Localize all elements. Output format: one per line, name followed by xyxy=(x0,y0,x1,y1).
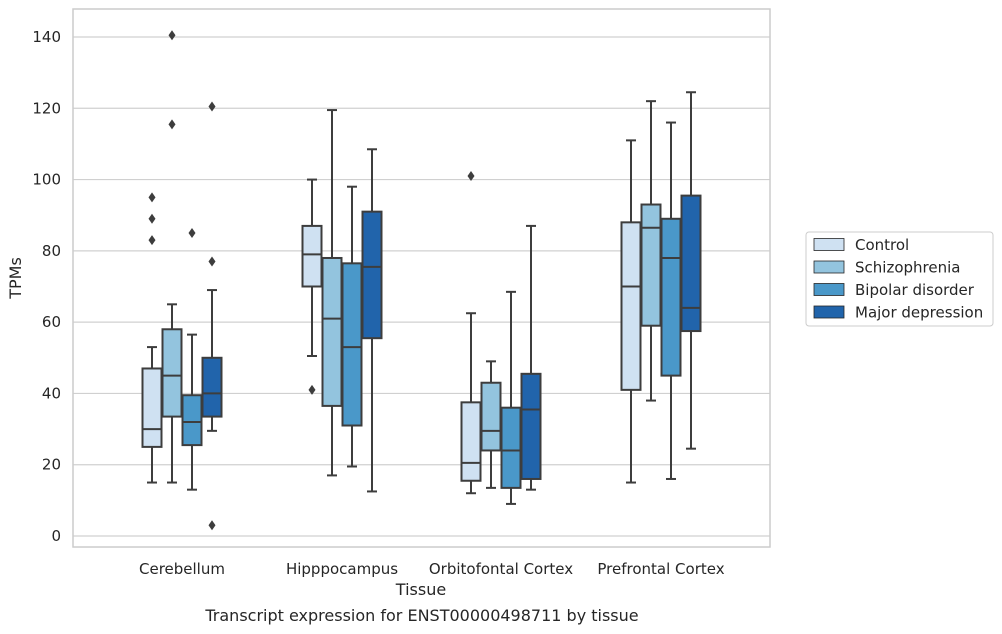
legend-swatch xyxy=(813,260,845,274)
outlier-point xyxy=(208,520,216,531)
iqr-box xyxy=(500,406,522,489)
outlier-point xyxy=(148,235,156,246)
box-2-0 xyxy=(460,171,482,495)
box-1-1 xyxy=(321,109,343,477)
y-tick-label: 0 xyxy=(51,527,61,545)
legend-swatch xyxy=(813,238,845,251)
iqr-box xyxy=(620,221,642,391)
box-0-1 xyxy=(161,30,183,484)
iqr-box xyxy=(341,262,363,427)
box-0-0 xyxy=(141,192,163,484)
x-axis-ticks: Cerebellum Hipppocampus Orbitofontal Corte… xyxy=(139,560,725,578)
iqr-box xyxy=(680,194,702,333)
y-tick-label: 40 xyxy=(42,384,61,402)
legend: Control Schizophrenia Bipolar disorder Majo… xyxy=(805,231,994,327)
iqr-box xyxy=(161,328,183,418)
outlier-point xyxy=(148,213,156,224)
x-tick-label: Hipppocampus xyxy=(286,560,398,578)
y-tick-label: 120 xyxy=(32,99,61,117)
legend-label: Schizophrenia xyxy=(855,259,960,277)
plot-frame xyxy=(72,8,771,548)
iqr-box xyxy=(321,256,343,407)
iqr-box xyxy=(640,203,662,327)
y-tick-label: 60 xyxy=(42,313,61,331)
figure-caption: Transcript expression for ENST0000049871… xyxy=(205,606,639,625)
outlier-point xyxy=(208,101,216,112)
x-tick-label: Prefrontal Cortex xyxy=(597,560,724,578)
y-axis-ticks: 0 20 40 60 80 100 120 140 xyxy=(32,28,61,545)
box-1-3 xyxy=(361,148,383,493)
y-tick-label: 20 xyxy=(42,456,61,474)
box-1-2 xyxy=(341,185,363,468)
outlier-point xyxy=(208,256,216,267)
box-2-1 xyxy=(480,360,502,489)
x-tick-label: Orbitofontal Cortex xyxy=(429,560,573,578)
box-3-0 xyxy=(620,139,642,484)
iqr-box xyxy=(480,381,502,452)
iqr-box xyxy=(660,217,682,377)
box-0-3 xyxy=(201,101,223,531)
box-2-2 xyxy=(500,290,522,505)
outlier-point xyxy=(467,171,475,182)
outlier-point xyxy=(188,228,196,239)
box-2-3 xyxy=(520,224,542,491)
iqr-box xyxy=(520,372,542,480)
iqr-box xyxy=(361,210,383,340)
iqr-box xyxy=(181,394,203,447)
legend-label: Bipolar disorder xyxy=(855,281,975,299)
iqr-box xyxy=(460,401,482,482)
legend-swatch xyxy=(813,305,845,319)
box-3-3 xyxy=(680,91,702,450)
outlier-point xyxy=(168,119,176,130)
x-axis-title: Tissue xyxy=(395,580,446,599)
y-axis-title: TPMs xyxy=(6,257,25,300)
legend-swatch xyxy=(813,283,845,296)
legend-label: Control xyxy=(855,236,909,254)
x-tick-label: Cerebellum xyxy=(139,560,225,578)
legend-label: Major depression xyxy=(855,304,983,322)
y-tick-label: 140 xyxy=(32,28,61,46)
gridlines xyxy=(73,36,770,537)
outlier-point xyxy=(168,30,176,41)
iqr-box xyxy=(201,356,223,418)
y-tick-label: 100 xyxy=(32,171,61,189)
iqr-box xyxy=(301,224,323,288)
y-tick-label: 80 xyxy=(42,242,61,260)
box-0-2 xyxy=(181,228,203,491)
box-3-1 xyxy=(640,100,662,402)
legend-frame xyxy=(805,231,994,327)
box-1-0 xyxy=(301,178,323,395)
box-series xyxy=(141,30,702,531)
box-3-2 xyxy=(660,121,682,480)
outlier-point xyxy=(148,192,156,203)
iqr-box xyxy=(141,367,163,448)
outlier-point xyxy=(308,384,316,395)
